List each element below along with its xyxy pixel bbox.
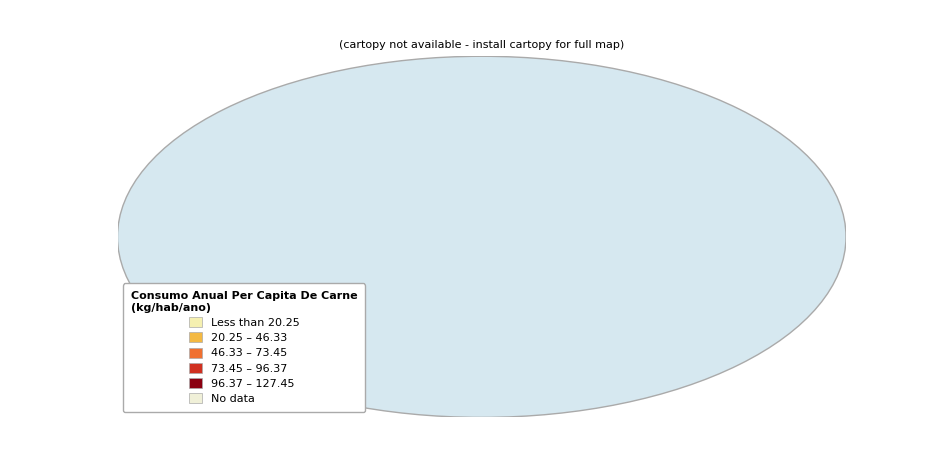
Title: (cartopy not available - install cartopy for full map): (cartopy not available - install cartopy…	[339, 40, 624, 50]
Legend: Less than 20.25, 20.25 – 46.33, 46.33 – 73.45, 73.45 – 96.37, 96.37 – 127.45, No: Less than 20.25, 20.25 – 46.33, 46.33 – …	[123, 283, 366, 412]
Ellipse shape	[118, 56, 846, 417]
